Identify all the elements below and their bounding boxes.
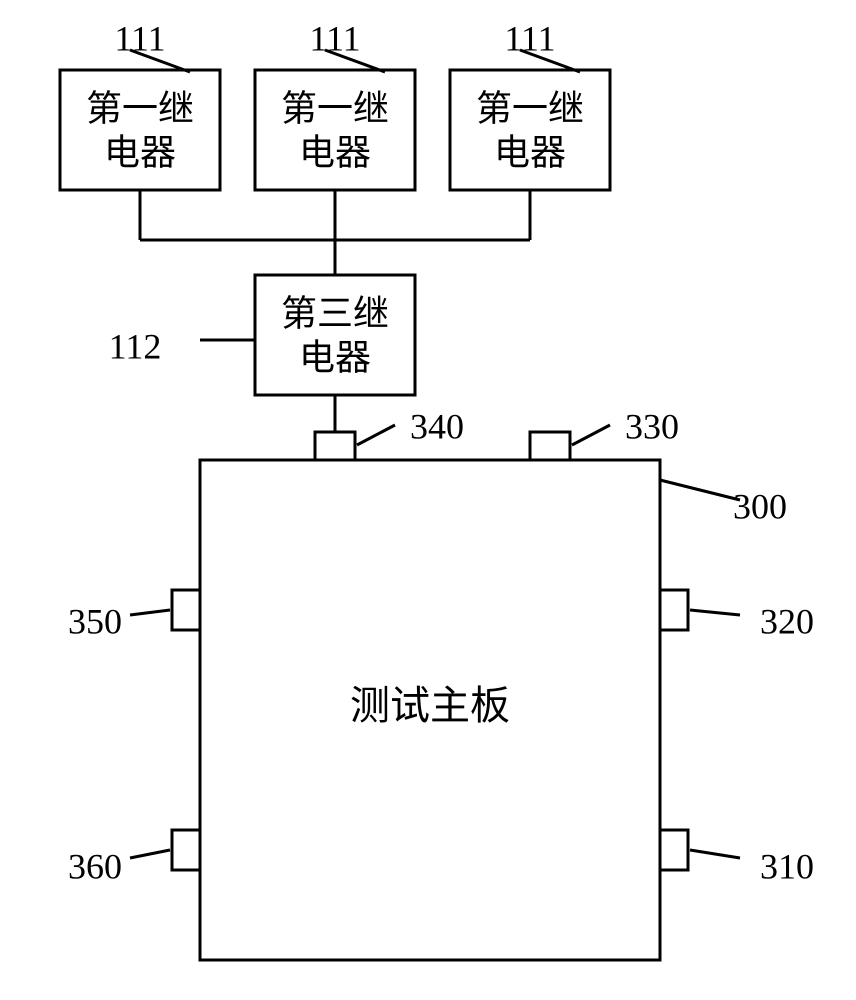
third-relay-line1: 第三继 [281,293,389,333]
port-leader-360 [130,850,170,858]
port-310 [660,830,688,870]
first-relay-line1-1: 第一继 [281,88,389,128]
first-relay-line2-0: 电器 [104,133,176,173]
first-relay-line2-1: 电器 [299,133,371,173]
port-leader-330 [572,425,610,445]
port-360 [172,830,200,870]
first-relay-ref-0: 111 [114,18,165,58]
diagram-canvas: 第一继电器111第一继电器111第一继电器111第三继电器112测试主板3003… [0,0,856,1000]
port-ref-320: 320 [760,601,814,641]
port-320 [660,590,688,630]
port-leader-310 [690,850,740,858]
port-ref-350: 350 [68,601,122,641]
third-relay-ref: 112 [109,326,162,366]
port-350 [172,590,200,630]
main-board-leader [660,480,740,500]
port-ref-310: 310 [760,846,814,886]
port-ref-330: 330 [625,406,679,446]
first-relay-ref-2: 111 [504,18,555,58]
port-leader-350 [130,610,170,615]
port-ref-340: 340 [410,406,464,446]
port-340 [315,432,355,460]
port-leader-340 [357,425,395,445]
first-relay-line1-2: 第一继 [476,88,584,128]
third-relay-line2: 电器 [299,338,371,378]
port-330 [530,432,570,460]
main-board-ref: 300 [733,486,787,526]
port-leader-320 [690,610,740,615]
port-ref-360: 360 [68,846,122,886]
first-relay-ref-1: 111 [309,18,360,58]
first-relay-line2-2: 电器 [494,133,566,173]
first-relay-line1-0: 第一继 [86,88,194,128]
main-board-label: 测试主板 [350,683,510,728]
